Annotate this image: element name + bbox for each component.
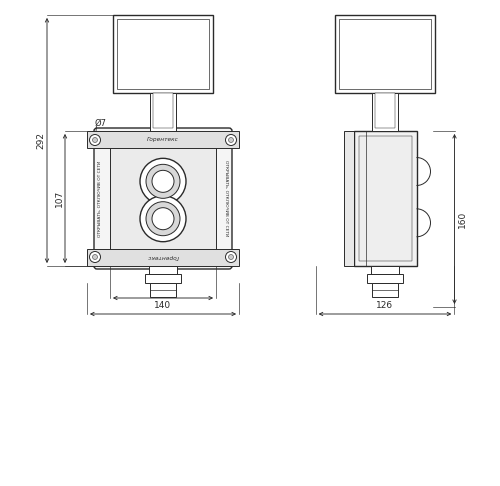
- Bar: [354, 131, 416, 266]
- Circle shape: [228, 255, 234, 260]
- Text: ОТКРЫВАТЬ, ОТКЛЮЧИВ ОТ СЕТИ: ОТКРЫВАТЬ, ОТКЛЮЧИВ ОТ СЕТИ: [98, 160, 102, 237]
- Circle shape: [152, 208, 174, 230]
- Text: 120: 120: [154, 285, 172, 295]
- Bar: [371, 266, 399, 274]
- Circle shape: [226, 135, 236, 145]
- Bar: [110, 144, 216, 253]
- Circle shape: [90, 135, 101, 145]
- Text: 140: 140: [154, 301, 172, 311]
- Bar: [358, 136, 412, 261]
- Text: Горентекс: Горентекс: [147, 138, 179, 142]
- Bar: [372, 283, 398, 297]
- Bar: [113, 15, 213, 93]
- Circle shape: [140, 196, 186, 242]
- Bar: [367, 274, 403, 283]
- Bar: [153, 93, 173, 128]
- Circle shape: [92, 255, 98, 260]
- Circle shape: [226, 251, 236, 262]
- Bar: [375, 93, 395, 128]
- FancyBboxPatch shape: [94, 128, 232, 269]
- Bar: [339, 19, 431, 89]
- Text: 126: 126: [376, 301, 394, 311]
- Circle shape: [228, 138, 234, 142]
- Circle shape: [152, 170, 174, 192]
- Bar: [150, 283, 176, 297]
- Circle shape: [90, 251, 101, 262]
- Text: 107: 107: [54, 190, 64, 207]
- Circle shape: [140, 158, 186, 204]
- Text: 292: 292: [36, 132, 46, 149]
- Bar: [150, 93, 176, 131]
- Text: 160: 160: [458, 210, 467, 227]
- Bar: [117, 19, 209, 89]
- Text: Горентекс: Горентекс: [147, 255, 179, 260]
- Circle shape: [146, 202, 180, 236]
- Bar: [372, 93, 398, 131]
- Bar: [87, 249, 239, 266]
- Circle shape: [92, 138, 98, 142]
- Circle shape: [146, 164, 180, 198]
- Bar: [335, 15, 435, 93]
- Bar: [87, 131, 239, 148]
- Text: Ø7: Ø7: [95, 119, 107, 127]
- Bar: [145, 274, 181, 283]
- Bar: [149, 266, 177, 274]
- Text: ОТКРЫВАТЬ, ОТКЛЮЧИВ ОТ СЕТИ: ОТКРЫВАТЬ, ОТКЛЮЧИВ ОТ СЕТИ: [224, 160, 228, 237]
- Bar: [344, 131, 353, 266]
